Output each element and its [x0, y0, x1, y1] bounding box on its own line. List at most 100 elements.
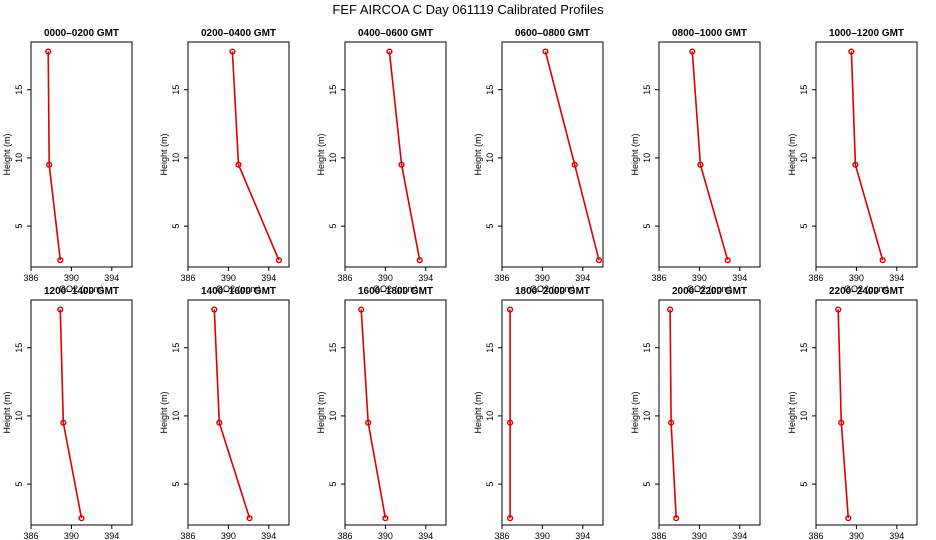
y-axis-title: Height (m)	[316, 391, 326, 433]
y-tick-label: 15	[642, 85, 652, 95]
y-axis-title: Height (m)	[630, 133, 640, 175]
data-point	[57, 257, 64, 264]
data-point	[542, 48, 549, 55]
y-tick-label: 5	[14, 482, 24, 487]
data-point	[416, 257, 423, 264]
y-tick-label: 5	[14, 224, 24, 229]
x-tick-label: 386	[23, 273, 38, 283]
x-tick-label: 390	[64, 531, 79, 540]
y-tick-label: 10	[328, 153, 338, 163]
x-tick-label: 390	[535, 273, 550, 283]
y-tick-label: 15	[799, 85, 809, 95]
y-axis-title: Height (m)	[473, 133, 483, 175]
data-point	[838, 419, 845, 426]
x-tick-label: 390	[535, 531, 550, 540]
x-tick-label: 386	[337, 531, 352, 540]
plot-frame	[344, 41, 447, 268]
x-tick-label: 390	[849, 273, 864, 283]
x-tick-label: 394	[889, 531, 904, 540]
panel-title: 1800–2000 GMT	[515, 286, 590, 297]
y-tick-label: 5	[799, 224, 809, 229]
profile-line	[388, 51, 421, 261]
data-point	[689, 48, 696, 55]
x-tick-label: 394	[261, 273, 276, 283]
x-axis-title: GO2 (ppm)	[530, 284, 575, 294]
x-tick-label: 394	[418, 273, 433, 283]
data-point	[724, 257, 731, 264]
data-point	[386, 48, 393, 55]
y-axis-title: Height (m)	[2, 133, 12, 175]
plot-frame	[658, 299, 761, 526]
plot-frame	[344, 299, 447, 526]
chart-title: FEF AIRCOA C Day 061119 Calibrated Profi…	[332, 2, 604, 17]
plot-frame	[815, 299, 918, 526]
x-tick-label: 394	[575, 273, 590, 283]
x-tick-label: 394	[732, 273, 747, 283]
data-point	[668, 419, 675, 426]
data-point	[667, 306, 674, 313]
y-tick-label: 15	[328, 343, 338, 353]
y-axis-title: Height (m)	[159, 391, 169, 433]
y-tick-label: 15	[485, 343, 495, 353]
y-tick-label: 15	[171, 343, 181, 353]
y-tick-label: 10	[14, 411, 24, 421]
y-tick-label: 10	[328, 411, 338, 421]
panel-title: 0600–0800 GMT	[515, 28, 590, 39]
data-point	[45, 48, 52, 55]
y-tick-label: 15	[799, 343, 809, 353]
profile-line	[837, 309, 850, 519]
y-tick-label: 15	[485, 85, 495, 95]
x-tick-label: 386	[808, 531, 823, 540]
data-point	[46, 161, 53, 168]
y-tick-label: 15	[14, 343, 24, 353]
profile-line	[691, 51, 729, 261]
y-tick-label: 10	[799, 153, 809, 163]
y-tick-label: 15	[14, 85, 24, 95]
x-tick-label: 386	[180, 531, 195, 540]
y-tick-label: 5	[642, 482, 652, 487]
plot-frame	[501, 41, 604, 268]
panel-title: 2200–2400 GMT	[829, 286, 904, 297]
y-axis-title: Height (m)	[2, 391, 12, 433]
data-point	[879, 257, 886, 264]
data-point	[571, 161, 578, 168]
panel-title: 1200–1400 GMT	[44, 286, 119, 297]
panel-title: 0400–0600 GMT	[358, 28, 433, 39]
data-point	[78, 515, 85, 522]
y-axis-title: Height (m)	[630, 391, 640, 433]
profile-line	[59, 309, 83, 519]
plot-frame	[30, 299, 133, 526]
x-tick-label: 390	[378, 531, 393, 540]
x-tick-label: 390	[378, 273, 393, 283]
x-tick-label: 386	[651, 531, 666, 540]
data-point	[852, 161, 859, 168]
x-tick-label: 390	[221, 273, 236, 283]
data-point	[246, 515, 253, 522]
plot-frame	[501, 299, 604, 526]
plot-frame	[187, 41, 290, 268]
y-tick-label: 5	[171, 482, 181, 487]
data-point	[365, 419, 372, 426]
x-tick-label: 386	[337, 273, 352, 283]
x-tick-label: 394	[104, 273, 119, 283]
y-tick-label: 5	[642, 224, 652, 229]
x-axis-title: GO2 (ppm)	[373, 284, 418, 294]
y-tick-label: 10	[642, 153, 652, 163]
x-tick-label: 386	[180, 273, 195, 283]
y-tick-label: 10	[642, 411, 652, 421]
profile-line	[47, 51, 62, 261]
data-point	[506, 306, 514, 313]
x-tick-label: 394	[575, 531, 590, 540]
data-point	[398, 161, 405, 168]
profile-line	[544, 51, 600, 261]
panel-title: 1400–1600 GMT	[201, 286, 276, 297]
data-point	[845, 515, 852, 522]
data-point	[216, 419, 223, 426]
panel-title: 0000–0200 GMT	[44, 28, 119, 39]
x-tick-label: 386	[651, 273, 666, 283]
x-tick-label: 390	[64, 273, 79, 283]
plot-frame	[30, 41, 133, 268]
data-point	[595, 257, 603, 264]
y-tick-label: 10	[171, 153, 181, 163]
